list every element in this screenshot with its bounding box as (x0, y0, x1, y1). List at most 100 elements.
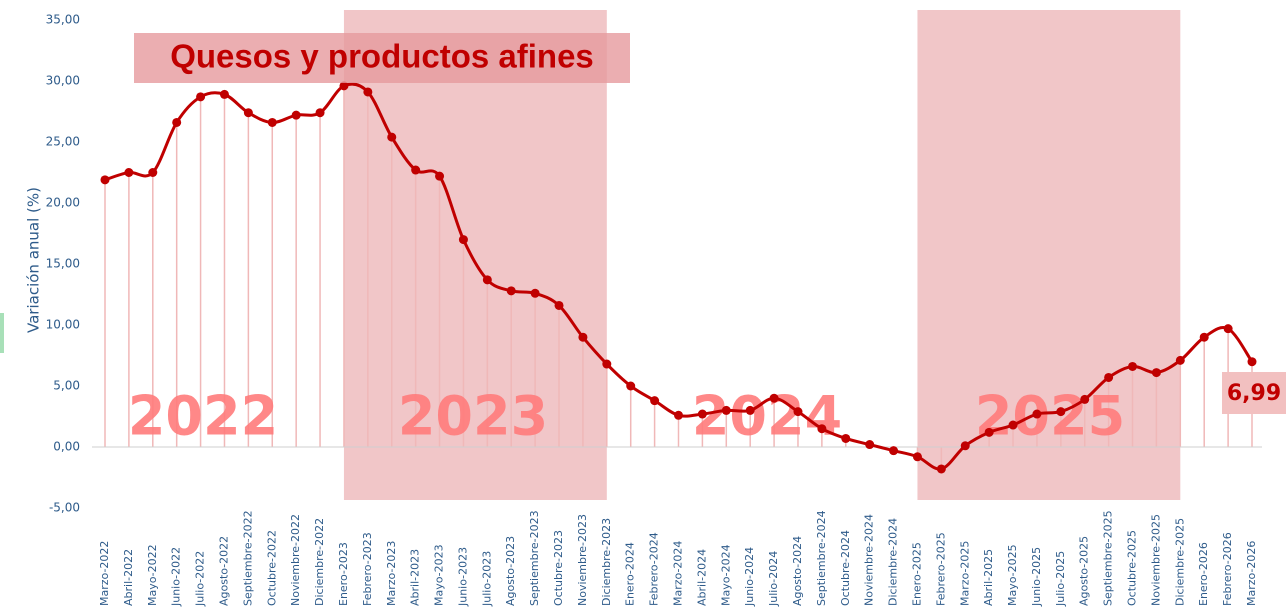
point (506, 286, 516, 296)
x-tick-label: Abril-2024 (695, 549, 708, 606)
point (626, 381, 636, 391)
point (936, 464, 946, 474)
point (1175, 355, 1185, 365)
point (1056, 407, 1066, 417)
point (1080, 394, 1090, 404)
x-tick-label: Abril-2022 (122, 549, 135, 606)
point (243, 108, 253, 118)
x-tick-label: Febrero-2023 (361, 532, 374, 606)
y-tick-label: 5,00 (53, 379, 80, 393)
point (482, 275, 492, 285)
point (817, 424, 827, 434)
x-tick-label: Agosto-2022 (217, 536, 230, 606)
x-tick-label: Febrero-2025 (934, 532, 947, 606)
x-tick-label: Mayo-2025 (1006, 544, 1019, 606)
y-tick-label: 35,00 (46, 13, 80, 27)
x-tick-label: Diciembre-2022 (313, 518, 326, 606)
x-tick-label: Julio-2022 (194, 551, 207, 607)
x-tick-label: Septiembre-2023 (528, 510, 541, 606)
x-tick-label: Agosto-2023 (504, 536, 517, 606)
point (889, 446, 899, 456)
point (674, 410, 683, 420)
point (721, 405, 731, 415)
x-tick-label: Abril-2023 (409, 549, 422, 606)
point (339, 81, 349, 91)
x-tick-label: Octubre-2024 (839, 530, 852, 606)
x-tick-label: Enero-2023 (337, 542, 350, 606)
x-tick-label: Enero-2026 (1197, 542, 1210, 606)
point (1032, 409, 1042, 419)
point (1104, 372, 1114, 382)
year-band (917, 10, 1181, 500)
x-tick-label: Junio-2025 (1030, 547, 1043, 607)
point (793, 407, 803, 417)
x-tick-label: Noviembre-2023 (576, 514, 589, 606)
x-tick-label: Marzo-2026 (1245, 541, 1258, 606)
x-tick-label: Mayo-2024 (719, 544, 732, 606)
point (697, 409, 707, 419)
x-tick-label: Octubre-2023 (552, 530, 565, 606)
year-label: 2025 (975, 385, 1125, 448)
y-tick-label: 0,00 (53, 440, 80, 454)
x-tick-label: Junio-2022 (170, 547, 183, 607)
point (267, 117, 277, 127)
x-tick-label: Mayo-2023 (433, 544, 446, 606)
point (602, 359, 612, 369)
point (1199, 332, 1209, 342)
point (148, 168, 158, 177)
x-tick-label: Septiembre-2024 (815, 510, 828, 606)
title-box (134, 33, 630, 83)
x-tick-label: Noviembre-2022 (289, 514, 302, 606)
x-tick-label: Octubre-2025 (1126, 530, 1139, 606)
point (650, 396, 660, 406)
x-tick-label: Febrero-2024 (648, 532, 661, 606)
x-tick-label: Junio-2024 (743, 547, 756, 607)
year-label: 2024 (692, 385, 842, 448)
x-tick-label: Septiembre-2022 (241, 510, 254, 606)
x-tick-label: Enero-2024 (624, 542, 637, 606)
x-tick-label: Julio-2024 (767, 551, 780, 607)
point (745, 405, 755, 415)
point (554, 300, 564, 310)
point (387, 132, 397, 142)
x-tick-label: Diciembre-2023 (600, 518, 613, 606)
x-tick-label: Abril-2025 (982, 549, 995, 606)
x-tick-label: Agosto-2025 (1078, 536, 1091, 606)
x-tick-label: Marzo-2025 (958, 541, 971, 606)
point (100, 175, 110, 185)
x-tick-label: Febrero-2026 (1221, 532, 1234, 606)
value-label-box (1222, 372, 1286, 414)
x-tick-label: Mayo-2022 (146, 544, 159, 606)
point (960, 441, 970, 451)
y-tick-label: 20,00 (46, 196, 80, 210)
side-marker (0, 313, 4, 353)
point (912, 452, 922, 462)
point (984, 427, 994, 437)
point (530, 288, 540, 298)
point (291, 110, 301, 120)
x-tick-label: Marzo-2024 (672, 541, 685, 606)
x-tick-label: Julio-2025 (1054, 551, 1067, 607)
point (196, 92, 206, 102)
year-band (343, 10, 607, 500)
x-tick-label: Septiembre-2025 (1102, 510, 1115, 606)
point (865, 440, 875, 450)
y-tick-label: 15,00 (46, 257, 80, 271)
chart-title: Quesos y productos afines (170, 38, 594, 75)
y-axis-label: Variación anual (%) (25, 187, 43, 333)
y-tick-label: -5,00 (49, 501, 80, 515)
point (315, 108, 325, 118)
x-tick-label: Enero-2025 (910, 542, 923, 606)
point (769, 393, 779, 403)
x-tick-label: Octubre-2022 (265, 530, 278, 606)
point (578, 332, 588, 342)
point (1223, 324, 1233, 334)
value-label: 6,99 (1227, 381, 1281, 406)
point (1247, 357, 1257, 367)
y-tick-label: 10,00 (46, 318, 80, 332)
point (435, 171, 445, 181)
x-tick-label: Diciembre-2025 (1173, 518, 1186, 606)
x-tick-label: Junio-2023 (456, 547, 469, 607)
y-tick-label: 30,00 (46, 74, 80, 88)
point (1128, 361, 1138, 371)
